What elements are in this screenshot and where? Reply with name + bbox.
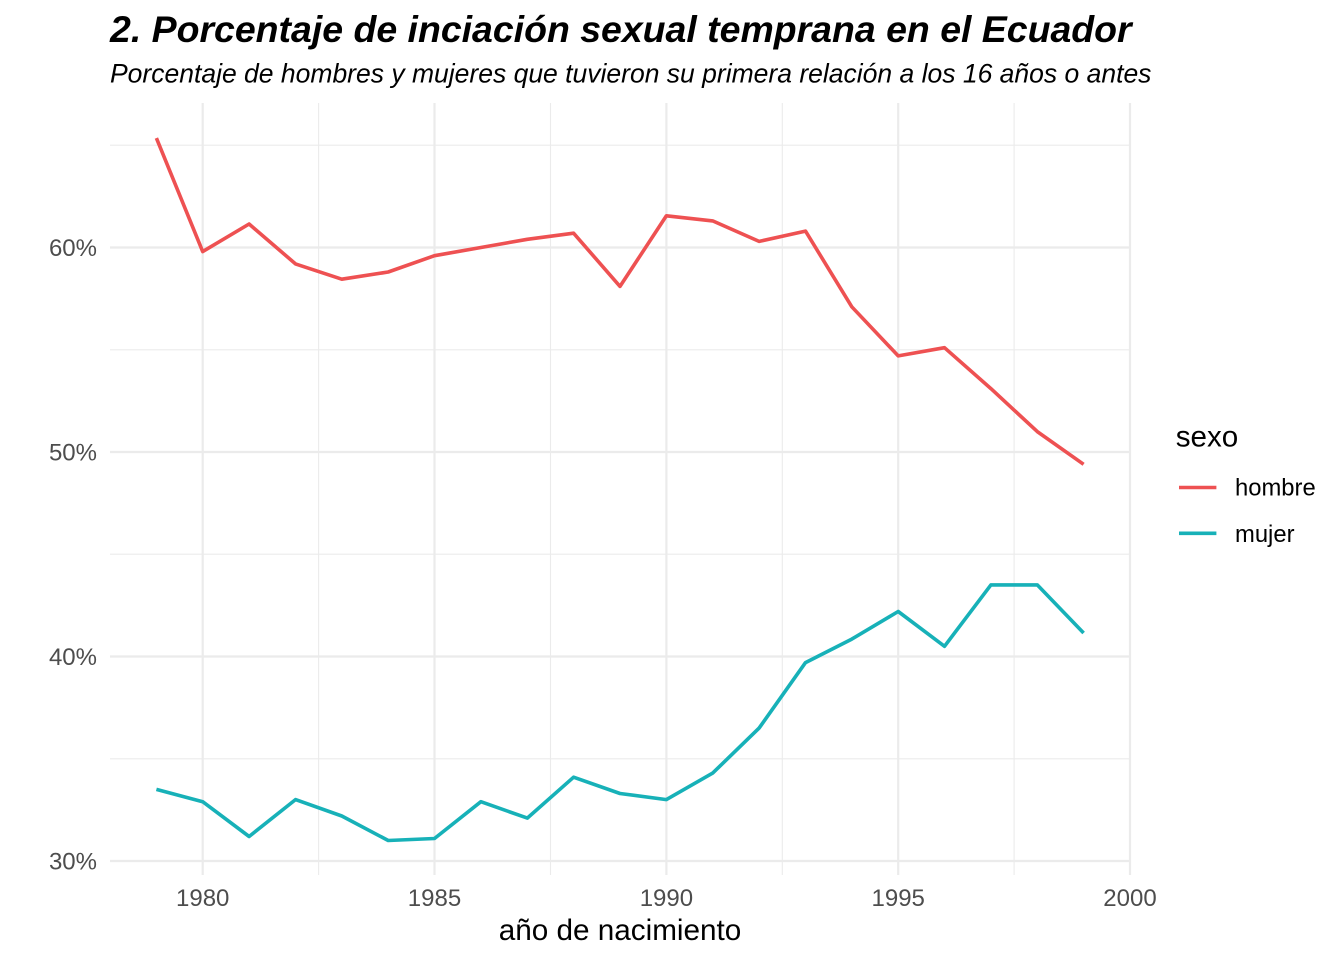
svg-text:30%: 30% <box>49 849 97 876</box>
svg-text:mujer: mujer <box>1235 521 1295 548</box>
svg-text:2. Porcentaje de inciación sex: 2. Porcentaje de inciación sexual tempra… <box>109 8 1134 50</box>
svg-text:Porcentaje de hombres y mujere: Porcentaje de hombres y mujeres que tuvi… <box>110 59 1151 89</box>
svg-text:60%: 60% <box>49 235 97 262</box>
svg-text:1990: 1990 <box>640 885 693 912</box>
svg-text:año de nacimiento: año de nacimiento <box>499 914 742 947</box>
svg-text:hombre: hombre <box>1235 474 1316 501</box>
svg-text:50%: 50% <box>49 440 97 467</box>
svg-text:1985: 1985 <box>408 885 461 912</box>
svg-text:2000: 2000 <box>1103 885 1156 912</box>
svg-text:1980: 1980 <box>176 885 229 912</box>
svg-text:40%: 40% <box>49 644 97 671</box>
svg-text:sexo: sexo <box>1176 421 1239 454</box>
svg-text:1995: 1995 <box>872 885 925 912</box>
